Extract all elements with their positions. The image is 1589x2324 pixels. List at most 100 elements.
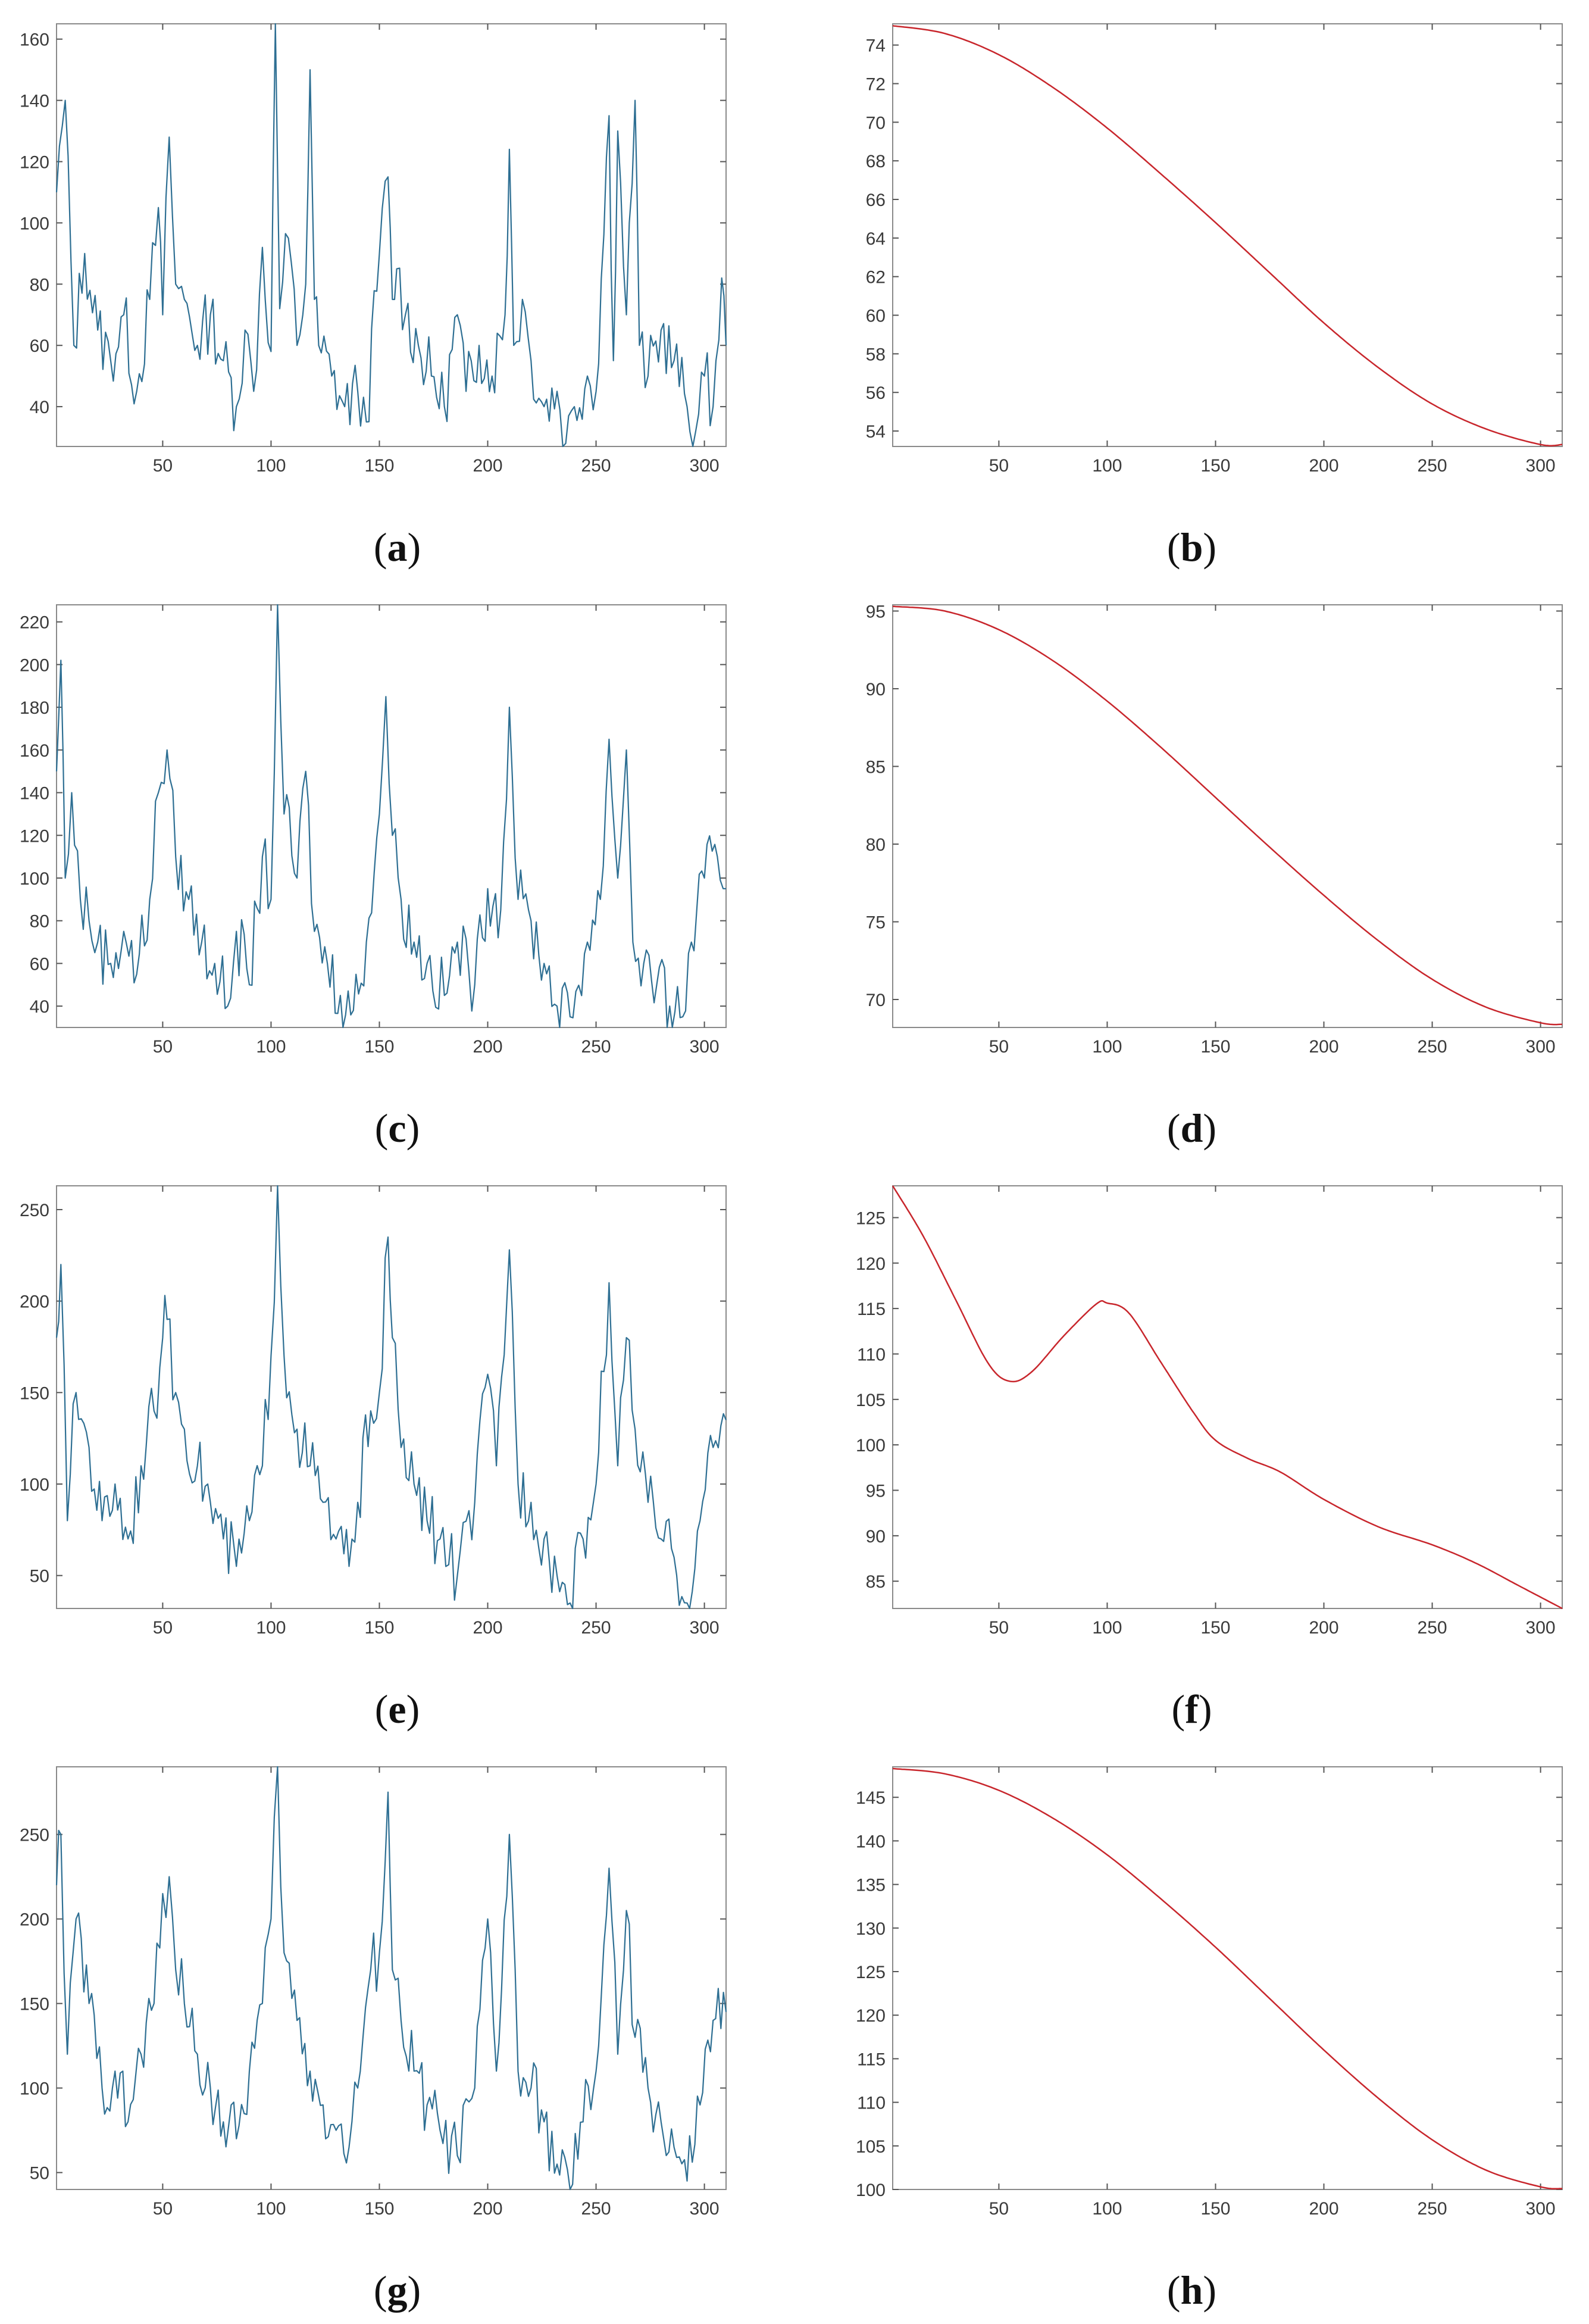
x-tick-label: 300 — [1526, 456, 1556, 476]
y-tick-label: 95 — [866, 602, 886, 621]
x-tick-label: 250 — [1418, 1618, 1447, 1638]
plot-frame — [892, 1766, 1563, 2190]
y-tick-label: 100 — [20, 214, 49, 233]
caption-c: (c) — [374, 1105, 420, 1151]
y-tick-label: 110 — [857, 2094, 886, 2113]
y-tick-label: 90 — [866, 680, 886, 699]
y-tick-label: 50 — [30, 2164, 49, 2184]
plot-frame — [892, 23, 1563, 447]
chart-panel-c: 50 100 150 200 250 300 40 60 80 100 120 140 160 180 20… — [0, 581, 794, 1162]
y-tick-label: 115 — [857, 2050, 886, 2069]
chart-a: 50 100 150 200 250 300 40 60 80 100 120 140 160 — [20, 23, 727, 476]
plot-frame — [56, 1766, 727, 2190]
x-tick-label: 200 — [1309, 1618, 1338, 1638]
y-tick-label: 140 — [20, 784, 49, 804]
y-tick-label: 100 — [856, 1436, 886, 1455]
chart-h: 50 100 150 200 250 300 100 105 110 115 120 125 130 13… — [856, 1766, 1563, 2219]
x-tick-label: 150 — [364, 456, 394, 476]
x-tick-label: 100 — [256, 1618, 286, 1638]
series-line-d — [892, 605, 1563, 1026]
x-tick-label: 150 — [1200, 1618, 1230, 1638]
plot-frame — [892, 604, 1563, 1028]
x-tick-label: 100 — [1092, 2199, 1122, 2219]
x-tick-label: 250 — [1418, 1037, 1447, 1057]
y-tick-label: 74 — [866, 36, 886, 56]
x-tick-label: 50 — [153, 456, 173, 476]
x-tick-label: 100 — [256, 1037, 286, 1057]
y-tick-label: 160 — [20, 741, 49, 761]
y-tick-label: 115 — [857, 1300, 886, 1319]
x-tick-label: 250 — [581, 1037, 611, 1057]
caption-a: (a) — [373, 524, 421, 570]
plot-frame — [892, 1185, 1563, 1609]
chart-panel-h: 50 100 150 200 250 300 100 105 110 115 120 125 130 13… — [794, 1743, 1589, 2324]
y-tick-label: 100 — [20, 1475, 49, 1495]
y-tick-label: 62 — [866, 268, 886, 288]
x-tick-label: 300 — [690, 1618, 720, 1638]
chart-g: 50 100 150 200 250 300 50 100 150 200 250 — [20, 1766, 727, 2219]
y-tick-label: 200 — [20, 1910, 49, 1930]
y-tick-label: 250 — [20, 1201, 49, 1220]
y-tick-label: 60 — [30, 336, 49, 356]
x-tick-label: 100 — [256, 2199, 286, 2219]
x-tick-label: 150 — [364, 2199, 394, 2219]
caption-e: (e) — [374, 1686, 420, 1732]
x-tick-label: 250 — [1418, 2199, 1447, 2219]
x-tick-label: 300 — [690, 1037, 720, 1057]
y-tick-label: 125 — [856, 1208, 886, 1228]
y-tick-label: 60 — [866, 307, 886, 326]
chart-panel-b: 50 100 150 200 250 300 54 56 58 60 62 64 66 68 70 72 74 … — [794, 0, 1589, 581]
y-tick-label: 66 — [866, 190, 886, 210]
series-line-a — [55, 23, 727, 448]
x-tick-label: 300 — [1526, 1618, 1556, 1638]
y-tick-label: 85 — [866, 1572, 886, 1592]
chart-panel-g: 50 100 150 200 250 300 50 100 150 200 250 (g) — [0, 1743, 794, 2324]
x-tick-label: 300 — [1526, 1037, 1556, 1057]
chart-panel-e: 50 100 150 200 250 300 50 100 150 200 250 (e) — [0, 1162, 794, 1743]
y-tick-label: 200 — [20, 1292, 49, 1312]
chart-e: 50 100 150 200 250 300 50 100 150 200 250 — [20, 1185, 727, 1638]
y-tick-label: 100 — [20, 869, 49, 889]
x-tick-label: 150 — [1200, 456, 1230, 476]
x-tick-label: 150 — [364, 1618, 394, 1638]
x-tick-label: 50 — [153, 2199, 173, 2219]
caption-d: (d) — [1166, 1105, 1217, 1151]
y-tick-label: 125 — [856, 1963, 886, 1982]
plot-frame — [56, 1185, 727, 1609]
x-tick-label: 200 — [473, 1618, 502, 1638]
y-tick-label: 54 — [866, 422, 886, 442]
caption-f: (f) — [1171, 1686, 1212, 1732]
x-tick-label: 150 — [1200, 2199, 1230, 2219]
y-tick-label: 120 — [856, 1254, 886, 1274]
y-tick-label: 150 — [20, 1383, 49, 1403]
y-tick-label: 58 — [866, 345, 886, 364]
x-tick-label: 250 — [1418, 456, 1447, 476]
y-tick-label: 95 — [866, 1482, 886, 1501]
y-tick-label: 105 — [856, 1391, 886, 1410]
x-tick-label: 50 — [989, 2199, 1009, 2219]
x-tick-label: 50 — [153, 1037, 173, 1057]
series-line-f — [892, 1185, 1563, 1610]
y-tick-label: 75 — [866, 913, 886, 933]
y-tick-label: 72 — [866, 75, 886, 95]
x-tick-label: 200 — [473, 1037, 502, 1057]
y-tick-label: 60 — [30, 954, 49, 974]
y-tick-label: 200 — [20, 655, 49, 675]
y-tick-label: 150 — [20, 1995, 49, 2014]
y-tick-label: 40 — [30, 997, 49, 1017]
x-tick-label: 100 — [1092, 1037, 1122, 1057]
chart-panel-d: 50 100 150 200 250 300 70 75 80 85 90 95 (d) — [794, 581, 1589, 1162]
x-tick-label: 50 — [989, 1037, 1009, 1057]
chart-panel-f: 50 100 150 200 250 300 85 90 95 100 105 110 115 120 12… — [794, 1162, 1589, 1743]
y-tick-label: 50 — [30, 1567, 49, 1586]
x-tick-label: 150 — [364, 1037, 394, 1057]
x-tick-label: 50 — [989, 456, 1009, 476]
y-tick-label: 90 — [866, 1527, 886, 1547]
y-tick-label: 85 — [866, 757, 886, 777]
plot-frame — [56, 23, 727, 447]
caption-h: (h) — [1166, 2267, 1217, 2313]
chart-panel-a: 50 100 150 200 250 300 40 60 80 100 120 140 160 (a) — [0, 0, 794, 581]
y-tick-label: 160 — [20, 30, 49, 50]
y-tick-label: 110 — [857, 1345, 886, 1364]
caption-g: (g) — [373, 2267, 421, 2313]
